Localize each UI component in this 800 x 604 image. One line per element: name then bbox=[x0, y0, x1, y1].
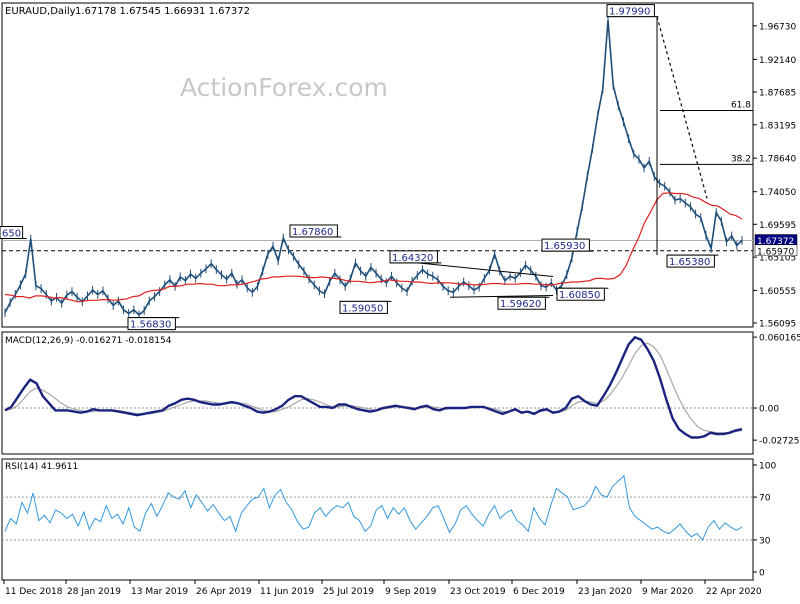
price-level-annotation: 1.67860 bbox=[289, 224, 342, 238]
macd-signal-line bbox=[4, 342, 743, 434]
price-axis-label: 1.74050 bbox=[759, 188, 796, 198]
price-level-annotation: 1.64320 bbox=[389, 250, 442, 264]
fib-dashed-trendline bbox=[656, 16, 708, 199]
level-label-box bbox=[606, 4, 655, 18]
macd-label: MACD(12,26,9) -0.016271 -0.018154 bbox=[5, 336, 172, 346]
rsi-axis-label: 70 bbox=[759, 494, 771, 504]
level-label-box bbox=[389, 250, 438, 264]
price-panel-frame bbox=[1, 2, 754, 328]
price-axis-label: 1.60555 bbox=[759, 287, 796, 297]
price-level-annotation: 1.65380 bbox=[666, 254, 719, 268]
price-axis-label: 1.96730 bbox=[759, 22, 796, 32]
price-axis-label: 1.78640 bbox=[759, 155, 796, 165]
price-axis-label: 1.83195 bbox=[759, 121, 796, 131]
price-axis-label: 1.92140 bbox=[759, 56, 796, 66]
level-label-text: 1.59050 bbox=[342, 303, 383, 314]
rsi-axis-label: 30 bbox=[759, 536, 771, 546]
level-label-text: 650 bbox=[2, 229, 21, 240]
price-level-annotation: 1.59620 bbox=[497, 296, 550, 310]
level-label-box bbox=[339, 300, 388, 314]
date-axis-label: 22 Apr 2020 bbox=[706, 587, 762, 597]
macd-axis-label: 0.060165 bbox=[759, 334, 800, 344]
date-axis-label: 11 Dec 2018 bbox=[5, 587, 63, 597]
date-axis-label: 13 Mar 2019 bbox=[131, 587, 188, 597]
last-price-tag: 1.67372 bbox=[757, 237, 794, 247]
level-label-text: 1.56830 bbox=[130, 320, 171, 331]
price-level-annotation: 1.60850 bbox=[556, 287, 609, 301]
price-axis-label: 1.87685 bbox=[759, 88, 796, 98]
price-level-annotation: 1.59050 bbox=[339, 300, 392, 314]
level-label-box bbox=[0, 226, 24, 240]
macd-panel-frame bbox=[1, 331, 754, 455]
rsi-panel-frame bbox=[1, 458, 754, 581]
moving-average-line bbox=[4, 192, 743, 303]
level-label-box bbox=[666, 254, 715, 268]
level-label-box bbox=[541, 238, 590, 252]
price-axis-label: 1.65105 bbox=[759, 254, 796, 264]
macd-axis-label: 0.00 bbox=[759, 405, 779, 415]
date-axis-label: 9 Sep 2019 bbox=[385, 587, 437, 597]
rsi-axis-label: 100 bbox=[759, 462, 776, 472]
level-label-text: 1.59620 bbox=[500, 299, 541, 310]
price-axis-label: 1.69595 bbox=[759, 221, 796, 231]
date-axis-label: 6 Dec 2019 bbox=[513, 587, 565, 597]
reference-price-tag: 1.65970 bbox=[757, 247, 794, 257]
level-label-box bbox=[127, 317, 176, 331]
macd-axis-label: -0.02725 bbox=[759, 437, 799, 447]
price-level-annotation: 1.65930 bbox=[541, 238, 594, 252]
level-label-text: 1.65930 bbox=[544, 241, 585, 252]
triangle-lower-trendline bbox=[449, 295, 554, 298]
rsi-axis-label: 0 bbox=[759, 569, 765, 579]
date-axis-label: 28 Jan 2019 bbox=[67, 587, 121, 597]
watermark: ActionForex.com bbox=[180, 73, 388, 102]
level-label-text: 1.64320 bbox=[392, 253, 433, 264]
price-level-annotation: 1.56830 bbox=[127, 317, 180, 331]
macd-main-line bbox=[4, 335, 743, 439]
chart-header-symbol: EURAUD,Daily bbox=[5, 6, 76, 17]
rsi-label: RSI(14) 41.9611 bbox=[5, 462, 78, 472]
level-label-box bbox=[289, 224, 338, 238]
fib-level-label: 38.2 bbox=[731, 154, 751, 164]
chart-header-ohlc: 1.67178 1.67545 1.66931 1.67372 bbox=[75, 6, 250, 17]
price-level-annotation: 1.97990 bbox=[606, 4, 659, 18]
date-axis-label: 23 Oct 2019 bbox=[450, 587, 506, 597]
price-series-line bbox=[4, 20, 743, 316]
date-axis-label: 25 Jul 2019 bbox=[323, 587, 374, 597]
level-label-box bbox=[556, 287, 605, 301]
level-label-text: 1.97990 bbox=[609, 7, 650, 18]
level-label-text: 1.65380 bbox=[669, 257, 710, 268]
price-axis-label: 1.56095 bbox=[759, 320, 796, 330]
triangle-upper-trendline bbox=[417, 262, 554, 278]
fib-level-label: 61.8 bbox=[731, 101, 751, 111]
date-axis-label: 23 Jan 2020 bbox=[578, 587, 632, 597]
level-label-text: 1.67860 bbox=[292, 227, 333, 238]
price-level-annotation: 650 bbox=[0, 226, 27, 240]
reference-price-tag-box bbox=[754, 244, 798, 257]
rsi-line bbox=[4, 474, 743, 541]
date-axis-label: 9 Mar 2020 bbox=[642, 587, 694, 597]
level-label-text: 1.60850 bbox=[559, 290, 600, 301]
date-axis-label: 26 Apr 2019 bbox=[196, 587, 252, 597]
level-label-box bbox=[497, 296, 546, 310]
date-axis-label: 11 Jun 2019 bbox=[260, 587, 314, 597]
